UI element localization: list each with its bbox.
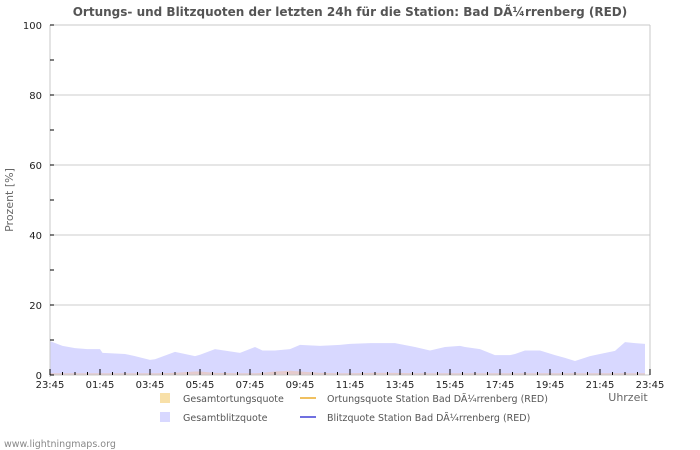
- gesamtortungsquote-area: [50, 370, 645, 375]
- y-axis: 0 20 40 60 80 100: [23, 21, 54, 382]
- x-tick-label: 11:45: [336, 380, 365, 391]
- y-tick-label: 20: [29, 301, 42, 312]
- y-tick-label: 0: [36, 371, 42, 382]
- legend-swatch: [160, 393, 170, 403]
- x-axis-title: Uhrzeit: [608, 391, 648, 404]
- x-tick-label: 21:45: [586, 380, 615, 391]
- x-tick-label: 09:45: [286, 380, 315, 391]
- x-tick-label: 03:45: [136, 380, 165, 391]
- x-tick-label: 15:45: [436, 380, 465, 391]
- y-tick-label: 40: [29, 231, 42, 242]
- x-axis: 23:45 01:45 03:45 05:45 07:45 09:45 11:45 13:45…: [36, 369, 665, 391]
- legend: Gesamtortungsquote Ortungsquote Station B…: [160, 393, 548, 424]
- legend-label: Gesamtortungsquote: [183, 394, 284, 405]
- legend-swatch: [160, 412, 170, 422]
- y-tick-label: 100: [23, 21, 42, 32]
- legend-label: Blitzquote Station Bad DÃ¼rrenberg (RED): [327, 413, 530, 424]
- plot-frame: [49, 24, 651, 377]
- legend-label: Ortungsquote Station Bad DÃ¼rrenberg (RE…: [327, 394, 548, 405]
- gesamtblitzquote-area: [50, 341, 645, 375]
- x-tick-label: 23:45: [36, 380, 65, 391]
- y-tick-label: 80: [29, 91, 42, 102]
- y-tick-label: 60: [29, 161, 42, 172]
- x-tick-label: 17:45: [486, 380, 515, 391]
- x-tick-label: 01:45: [86, 380, 115, 391]
- x-tick-label: 07:45: [236, 380, 265, 391]
- data-areas: [50, 341, 645, 375]
- x-tick-label: 13:45: [386, 380, 415, 391]
- legend-label: Gesamtblitzquote: [183, 413, 268, 424]
- x-tick-label: 19:45: [536, 380, 565, 391]
- x-tick-label: 05:45: [186, 380, 215, 391]
- chart-title: Ortungs- und Blitzquoten der letzten 24h…: [73, 4, 628, 19]
- footer-url: www.lightningmaps.org: [4, 439, 116, 450]
- y-axis-title: Prozent [%]: [3, 168, 16, 232]
- grid-lines: [50, 94, 650, 306]
- x-tick-label: 23:45: [636, 380, 665, 391]
